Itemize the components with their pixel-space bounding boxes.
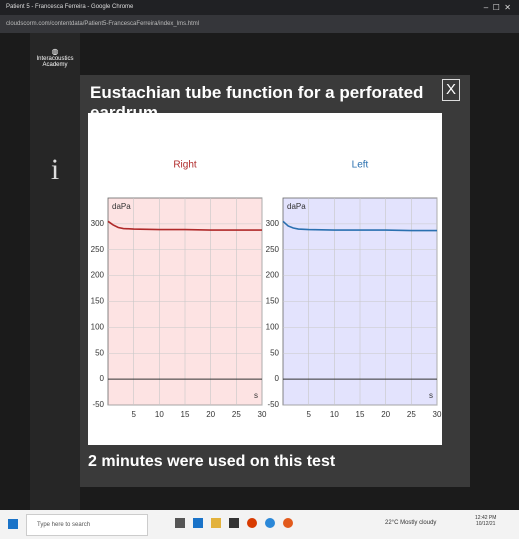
weather[interactable]: 22°C Mostly cloudy <box>385 520 436 526</box>
x-tick-label: 25 <box>407 410 416 419</box>
x-tick-label: 5 <box>131 410 136 419</box>
date: 10/12/21 <box>475 521 496 527</box>
y-tick-label: 150 <box>91 297 105 306</box>
y-tick-label: 300 <box>266 219 280 228</box>
x-tick-label: 5 <box>306 410 311 419</box>
info-icon[interactable]: i <box>30 153 80 187</box>
logo: ◍ Interacoustics Academy <box>30 47 80 68</box>
x-tick-label: 20 <box>206 410 215 419</box>
x-tick-label: 10 <box>155 410 164 419</box>
app-icon[interactable] <box>247 518 257 528</box>
x-tick-label: 10 <box>330 410 339 419</box>
clock[interactable]: 12:42 PM 10/12/21 <box>475 515 496 527</box>
y-tick-label: 50 <box>270 348 279 357</box>
x-tick-label: 30 <box>433 410 442 419</box>
x-tick-label: 25 <box>232 410 241 419</box>
y-tick-label: 250 <box>266 245 280 254</box>
y-tick-label: -50 <box>267 400 279 409</box>
y-tick-label: 200 <box>91 271 105 280</box>
y-tick-label: 100 <box>91 322 105 331</box>
x-tick-label: 20 <box>381 410 390 419</box>
taskbar: Type here to search 22°C Mostly cloudy 1… <box>0 510 519 539</box>
app-icon[interactable] <box>265 518 275 528</box>
y-tick-label: 200 <box>266 271 280 280</box>
address-bar[interactable]: cloudscorm.com/contentdata/Patient5-Fran… <box>0 15 519 33</box>
y-tick-label: 300 <box>91 219 105 228</box>
app-icon[interactable] <box>175 518 185 528</box>
x-tick-label: 15 <box>181 410 190 419</box>
chart-title: Left <box>352 160 369 171</box>
close-button[interactable]: X <box>442 79 460 101</box>
y-tick-label: 0 <box>100 374 105 383</box>
app-icon[interactable] <box>211 518 221 528</box>
y-tick-label: 250 <box>91 245 105 254</box>
logo-mark: ◍ <box>30 47 80 56</box>
window-title: Patient 5 - Francesca Ferreira - Google … <box>6 4 133 10</box>
x-tick-label: 30 <box>258 410 267 419</box>
app-icon[interactable] <box>229 518 239 528</box>
modal-footer: 2 minutes were used on this test <box>88 453 335 471</box>
y-axis-label: daPa <box>287 202 306 211</box>
x-axis-label: s <box>254 391 258 400</box>
title-bar: Patient 5 - Francesca Ferreira - Google … <box>0 0 519 15</box>
x-axis-label: s <box>429 391 433 400</box>
app-icon[interactable] <box>283 518 293 528</box>
sidebar: ◍ Interacoustics Academy i <box>30 33 80 510</box>
search-box[interactable]: Type here to search <box>26 514 148 536</box>
url: cloudscorm.com/contentdata/Patient5-Fran… <box>6 21 199 27</box>
chart-title: Right <box>173 160 197 171</box>
y-tick-label: 150 <box>266 297 280 306</box>
app-icon[interactable] <box>193 518 203 528</box>
y-tick-label: -50 <box>92 400 104 409</box>
y-tick-label: 0 <box>275 374 280 383</box>
taskbar-apps <box>175 518 305 530</box>
logo-sub: Academy <box>30 62 80 68</box>
y-tick-label: 50 <box>95 348 104 357</box>
x-tick-label: 15 <box>356 410 365 419</box>
start-button[interactable] <box>8 519 18 529</box>
y-tick-label: 100 <box>266 322 280 331</box>
window-controls[interactable]: – ☐ ✕ <box>484 0 511 15</box>
page: {"window_title": "Patient 5 - Francesca … <box>0 0 519 539</box>
y-axis-label: daPa <box>112 202 131 211</box>
